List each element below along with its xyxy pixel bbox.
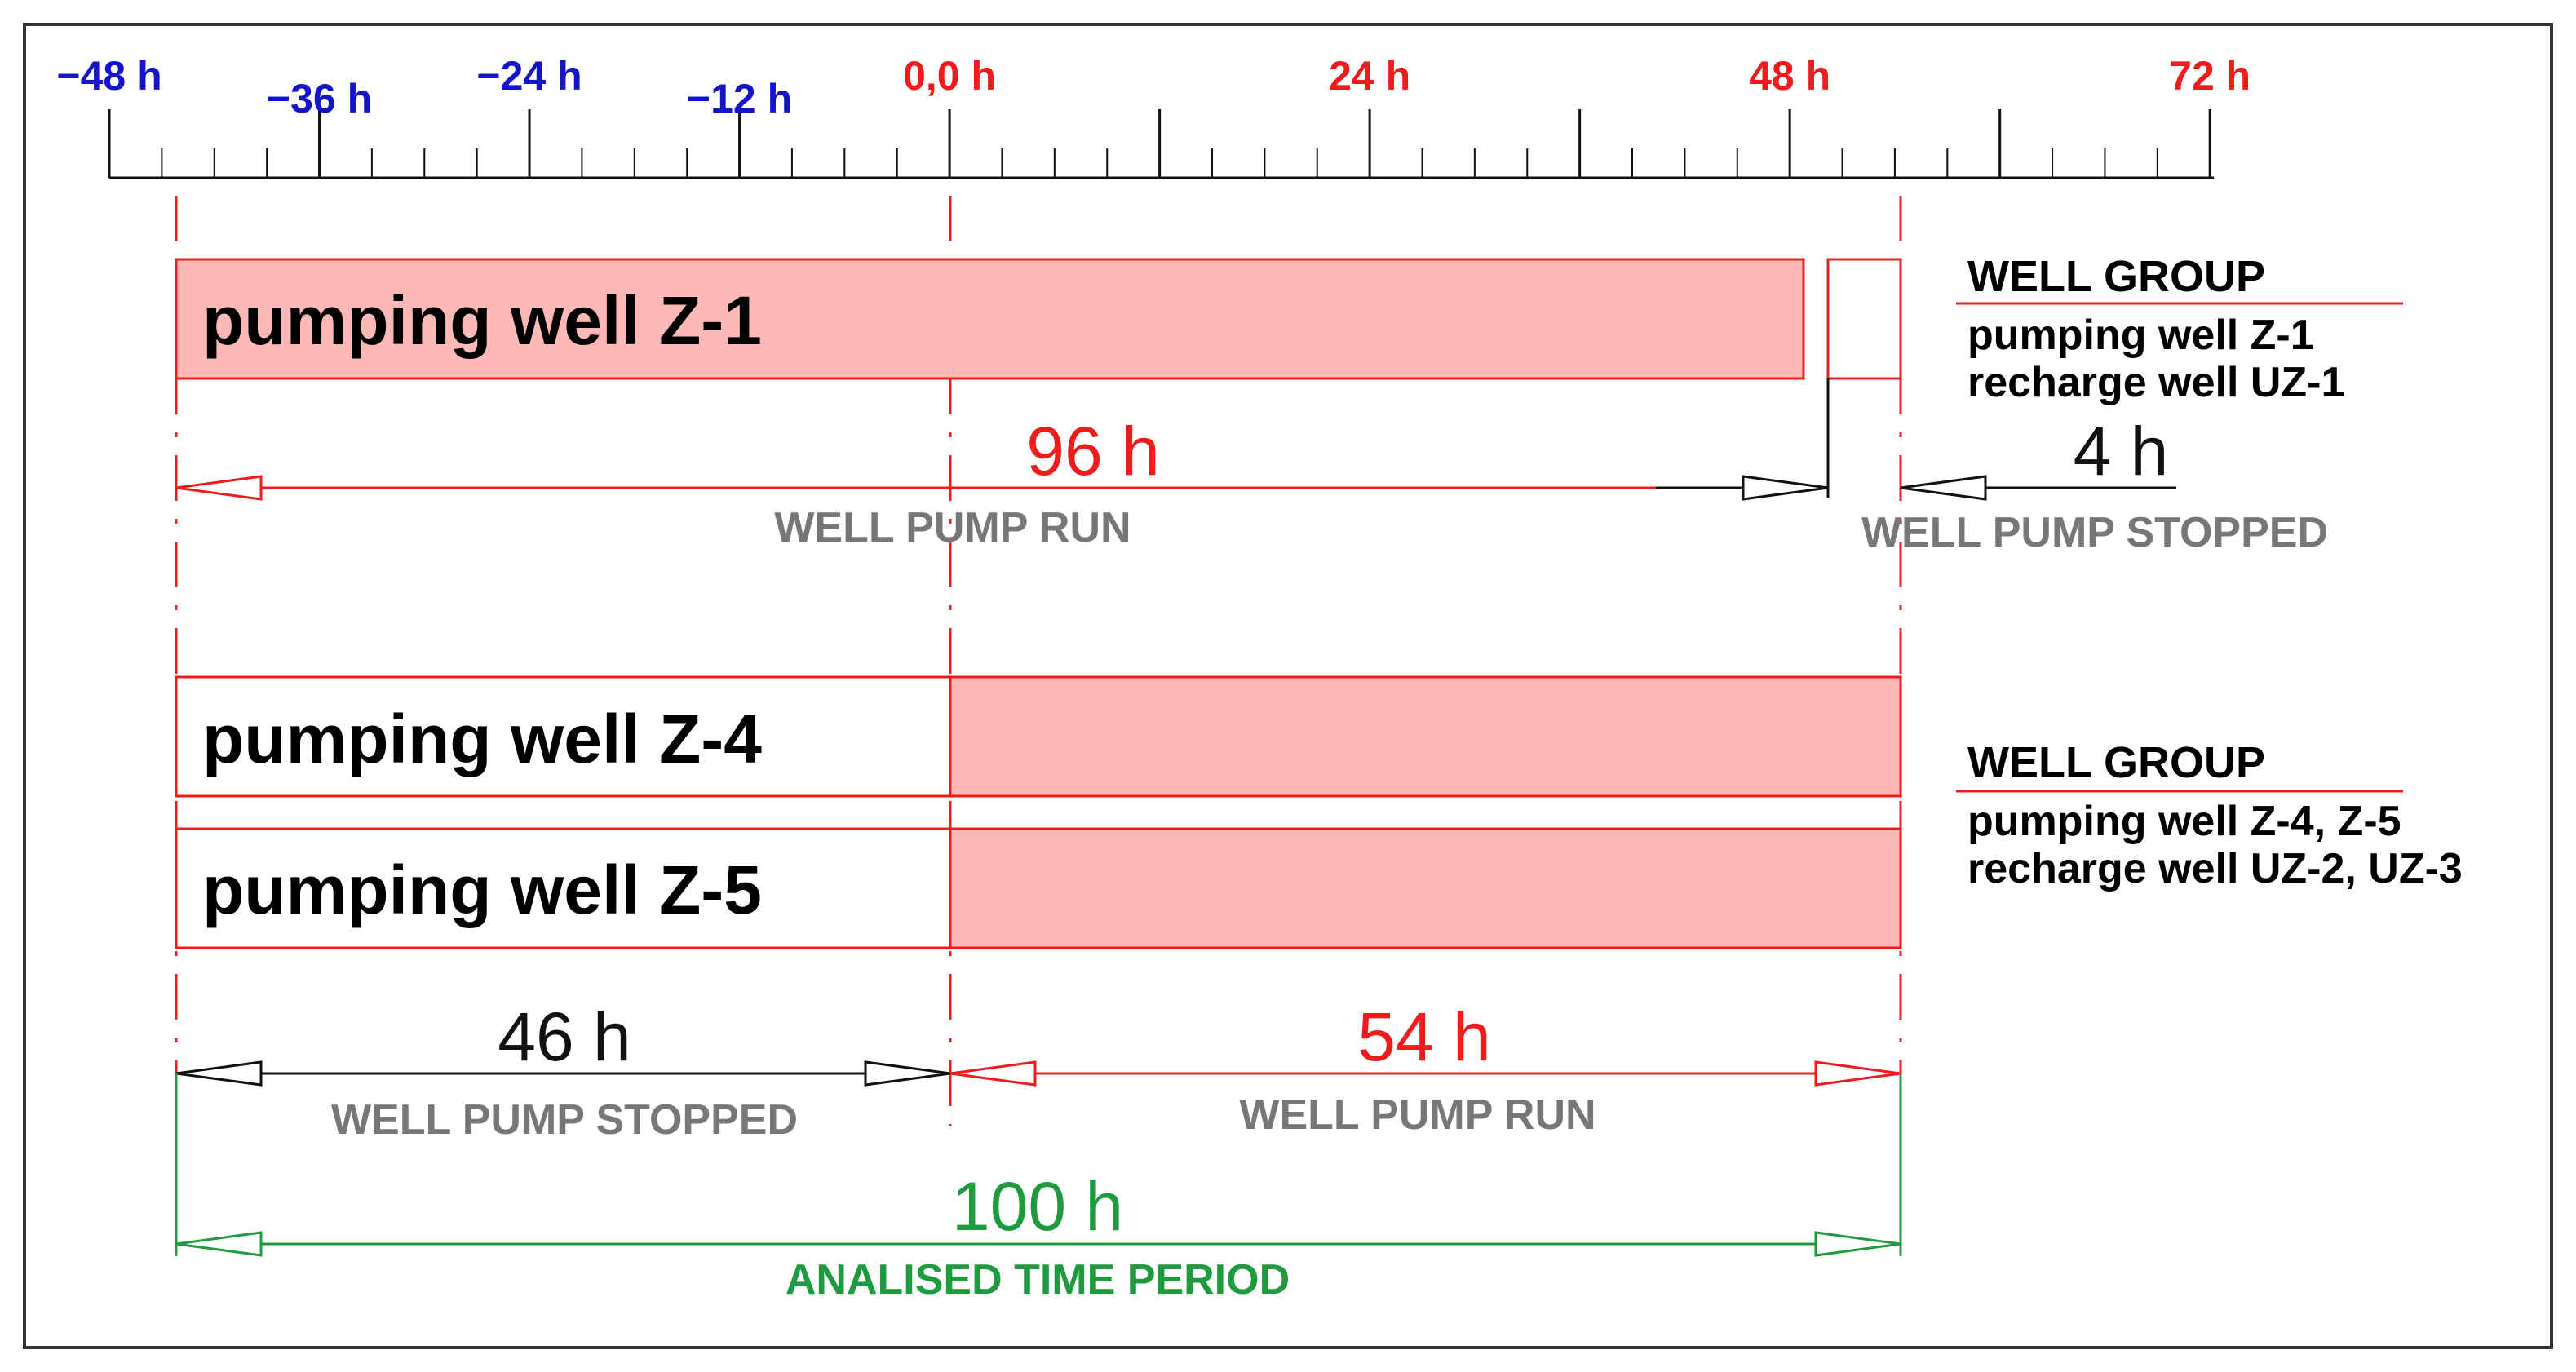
z5-run-segment [949, 827, 1902, 949]
z45-run-arrow-right [1814, 1060, 1901, 1087]
well-group-1-legend: WELL GROUP pumping well Z-1 recharge wel… [1956, 252, 2403, 406]
z4-stopped-segment [175, 675, 952, 798]
period-duration: 100 h [952, 1168, 1123, 1245]
well-group-2-line1: pumping well Z-4, Z-5 [1967, 798, 2401, 845]
z45-stop-duration: 46 h [498, 998, 631, 1075]
axis-tick-label: 0,0 h [903, 53, 996, 99]
well-group-1-line1: pumping well Z-1 [1967, 312, 2314, 359]
well-group-2-title: WELL GROUP [1967, 738, 2265, 787]
axis-tick-label: −12 h [687, 76, 792, 122]
period-arrow-left [175, 1231, 263, 1257]
z1-stop-caption: WELL PUMP STOPPED [1861, 509, 2328, 556]
z1-run-caption: WELL PUMP RUN [774, 504, 1131, 551]
dimension-z45-run: 54 h WELL PUMP RUN [949, 998, 1901, 1139]
z45-stop-arrow-left [175, 1060, 263, 1087]
axis-tick-label: 48 h [1749, 53, 1830, 99]
z1-run-segment [175, 258, 1805, 380]
axis-tick-label: 24 h [1329, 53, 1410, 99]
dimension-z1-run: 96 h WELL PUMP RUN [175, 413, 1829, 551]
z45-stop-arrow-right [864, 1060, 951, 1087]
z45-stop-caption: WELL PUMP STOPPED [331, 1096, 798, 1144]
well-label-z4: pumping well Z-4 [202, 701, 762, 777]
z4-run-segment [949, 675, 1902, 798]
well-bar-z5: pumping well Z-5 [175, 827, 1902, 949]
well-group-2-line2: recharge well UZ-2, UZ-3 [1967, 845, 2463, 892]
time-axis: −48 h −36 h −24 h −12 h 0,0 h 24 h 48 h 72 h [56, 53, 2251, 179]
period-arrow-right [1814, 1231, 1901, 1257]
z5-stopped-segment [175, 827, 952, 949]
time-axis-ticks [108, 109, 2211, 178]
well-group-2-legend: WELL GROUP pumping well Z-4, Z-5 recharg… [1956, 738, 2463, 892]
z1-run-arrow-right [1742, 475, 1829, 501]
period-caption: ANALISED TIME PERIOD [786, 1256, 1290, 1303]
z1-stop-arrow-left [1900, 475, 1987, 501]
dimension-z1-stop: 4 h WELL PUMP STOPPED [1826, 378, 2328, 556]
well-bar-z1: pumping well Z-1 [175, 258, 1902, 380]
well-label-z5: pumping well Z-5 [202, 852, 762, 928]
z1-stop-duration: 4 h [2074, 413, 2169, 489]
time-axis-labels: −48 h −36 h −24 h −12 h 0,0 h 24 h 48 h 72 h [56, 53, 2251, 122]
well-group-1-title: WELL GROUP [1967, 252, 2265, 301]
z1-stopped-segment [1826, 258, 1902, 380]
z1-run-arrow-left [175, 475, 263, 501]
z1-run-duration: 96 h [1026, 413, 1160, 489]
dimension-z45-stop: 46 h WELL PUMP STOPPED [175, 998, 951, 1144]
dimension-analysed-period: 100 h ANALISED TIME PERIOD [175, 1073, 1902, 1303]
axis-tick-label: 72 h [2169, 53, 2251, 99]
z45-run-caption: WELL PUMP RUN [1239, 1091, 1596, 1139]
figure-border [23, 23, 2553, 1349]
well-group-1-line2: recharge well UZ-1 [1967, 359, 2344, 406]
z45-run-arrow-left [949, 1060, 1037, 1087]
z45-run-duration: 54 h [1357, 998, 1491, 1075]
axis-tick-label: −36 h [267, 76, 372, 122]
well-bar-z4: pumping well Z-4 [175, 675, 1902, 798]
well-label-z1: pumping well Z-1 [202, 282, 762, 359]
axis-tick-label: −48 h [56, 53, 162, 99]
axis-tick-label: −24 h [476, 53, 582, 99]
